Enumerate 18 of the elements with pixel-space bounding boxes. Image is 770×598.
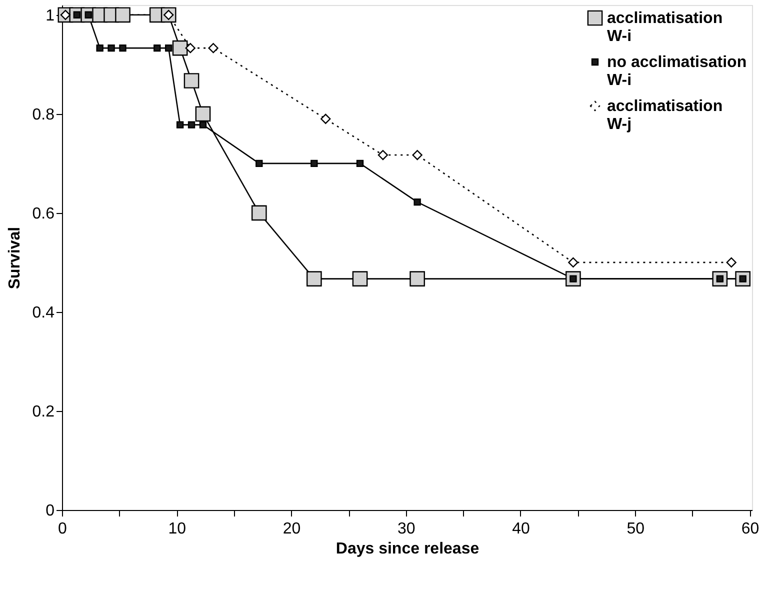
x-tick-label: 20 [282,520,301,538]
y-tick-label: 1 [46,7,55,24]
x-tick-label: 10 [168,520,186,538]
x-tick-label: 30 [397,520,416,538]
y-tick-label: 0.8 [32,106,55,124]
x-tick-label: 0 [58,520,68,538]
x-tick-label: 60 [741,520,760,538]
legend-label: acclimatisation W-j [607,98,723,133]
y-tick-label: 0.6 [32,205,55,222]
legend-label: acclimatisation W-i [607,10,723,45]
x-tick-label: 40 [512,520,530,538]
legend-label: no acclimatisation W-i [607,54,747,89]
y-tick-label: 0.4 [32,304,55,322]
y-axis-title: Survival [6,226,24,290]
y-tick-label: 0.2 [32,403,55,420]
y-tick-label: 0 [46,502,55,520]
x-axis-title: Days since release [336,540,480,558]
x-tick-label: 50 [626,520,645,538]
